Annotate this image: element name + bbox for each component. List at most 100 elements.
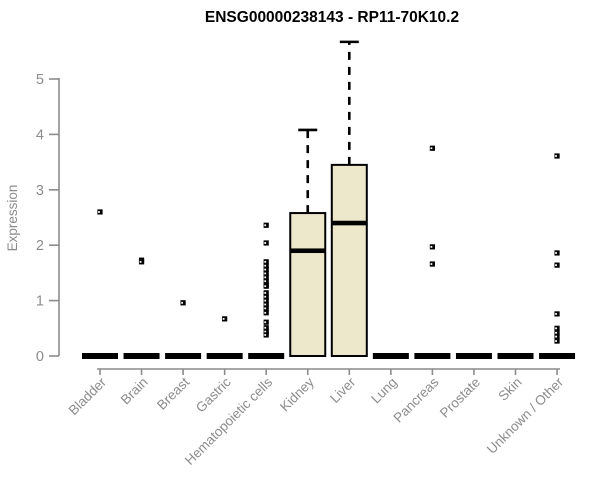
outlier-square-hole: [430, 263, 433, 265]
outlier-point: [429, 145, 435, 151]
x-tick-label: Kidney: [277, 374, 317, 414]
x-tick-label: Unknown / Other: [484, 374, 567, 457]
outlier-square: [263, 310, 269, 316]
x-tick-label: Skin: [495, 375, 524, 404]
outlier-square: [554, 325, 560, 331]
boxplot-breast: [165, 353, 202, 359]
outlier-square: [554, 338, 560, 344]
outlier-square: [263, 270, 269, 277]
outlier-square: [429, 145, 435, 151]
outlier-square: [263, 332, 269, 338]
outlier-point: [263, 332, 269, 338]
outlier-square-hole: [264, 291, 267, 294]
boxplot-unknown-other: [539, 353, 576, 359]
outlier-square-hole: [555, 340, 557, 342]
outlier-point: [263, 222, 269, 228]
outlier-square-hole: [264, 242, 267, 244]
outlier-square: [263, 263, 269, 269]
outlier-point: [263, 274, 269, 280]
outlier-square: [554, 262, 560, 268]
outlier-square: [263, 294, 269, 300]
outlier-square: [263, 259, 269, 265]
outlier-point: [222, 316, 228, 322]
y-axis: 0 1 2 3 4 5 Expression: [5, 72, 60, 365]
outlier-point: [554, 262, 560, 268]
outlier-square: [554, 250, 560, 256]
outlier-square: [554, 334, 560, 340]
outlier-point: [554, 311, 560, 317]
y-tick-label: 5: [36, 72, 44, 88]
y-tick-label: 3: [36, 183, 44, 199]
zero-bar: [206, 353, 243, 359]
zero-bar: [414, 353, 451, 359]
outlier-square: [263, 290, 269, 296]
x-tick-label: Liver: [327, 374, 359, 406]
y-tick-label: 1: [36, 294, 44, 310]
outlier-square-hole: [264, 321, 267, 324]
outlier-square: [263, 329, 269, 335]
outlier-square: [263, 278, 269, 284]
boxplot-pancreas: [414, 353, 451, 359]
boxplot-brain: [123, 353, 160, 359]
outlier-point: [263, 270, 269, 277]
outlier-square: [263, 319, 269, 325]
outlier-square-hole: [264, 295, 267, 298]
x-tick-label: Bladder: [66, 374, 110, 418]
boxplot-hematopoietic-cells: [248, 353, 285, 359]
x-tick-label: Gastric: [193, 374, 234, 415]
y-tick-label: 2: [36, 238, 44, 254]
outlier-square: [138, 259, 145, 265]
chart-title: ENSG00000238143 - RP11-70K10.2: [204, 9, 460, 26]
outlier-square-hole: [264, 268, 267, 271]
zero-bar: [165, 353, 202, 359]
outlier-point: [554, 330, 560, 336]
outlier-point: [263, 263, 269, 269]
outlier-square-hole: [430, 245, 433, 248]
outlier-point: [180, 300, 186, 306]
outlier-point: [263, 240, 269, 246]
median-line: [331, 220, 367, 226]
outlier-square-hole: [555, 331, 557, 334]
outlier-square-hole: [555, 335, 557, 338]
boxplot-liver: [330, 40, 368, 357]
outlier-point: [138, 259, 145, 265]
outlier-square-hole: [98, 211, 100, 213]
outlier-square-hole: [264, 307, 267, 310]
outlier-square-hole: [264, 272, 267, 275]
outlier-point: [263, 329, 269, 335]
outlier-square: [263, 283, 269, 289]
outlier-square: [263, 301, 269, 308]
outlier-square-hole: [222, 317, 225, 320]
outlier-square-hole: [264, 280, 267, 283]
outlier-square-hole: [264, 311, 267, 314]
outlier-square: [554, 330, 560, 336]
outlier-point: [263, 266, 269, 273]
outlier-point: [263, 294, 269, 300]
outlier-point: [263, 301, 269, 308]
zero-bar: [372, 353, 409, 359]
outlier-point: [263, 290, 269, 296]
outlier-square-hole: [264, 330, 267, 333]
outlier-point: [263, 278, 269, 284]
outlier-point: [263, 305, 269, 311]
boxplot-kidney: [289, 128, 327, 357]
outlier-square-hole: [555, 155, 557, 157]
outlier-square-hole: [430, 147, 433, 150]
outlier-square: [263, 298, 269, 304]
outlier-point: [554, 153, 560, 159]
outlier-point: [554, 250, 560, 256]
zero-bar: [455, 353, 492, 359]
outlier-square-hole: [264, 264, 267, 267]
outlier-square-hole: [264, 285, 267, 288]
outlier-square-hole: [181, 301, 183, 304]
outlier-square-hole: [264, 334, 267, 336]
outlier-square: [263, 305, 269, 311]
boxplot-prostate: [455, 353, 492, 359]
boxplot-skin: [497, 353, 534, 359]
outlier-square: [263, 266, 269, 273]
outlier-square-hole: [264, 303, 267, 306]
outlier-point: [554, 325, 560, 331]
outlier-point: [263, 319, 269, 325]
outlier-square-hole: [264, 276, 267, 279]
